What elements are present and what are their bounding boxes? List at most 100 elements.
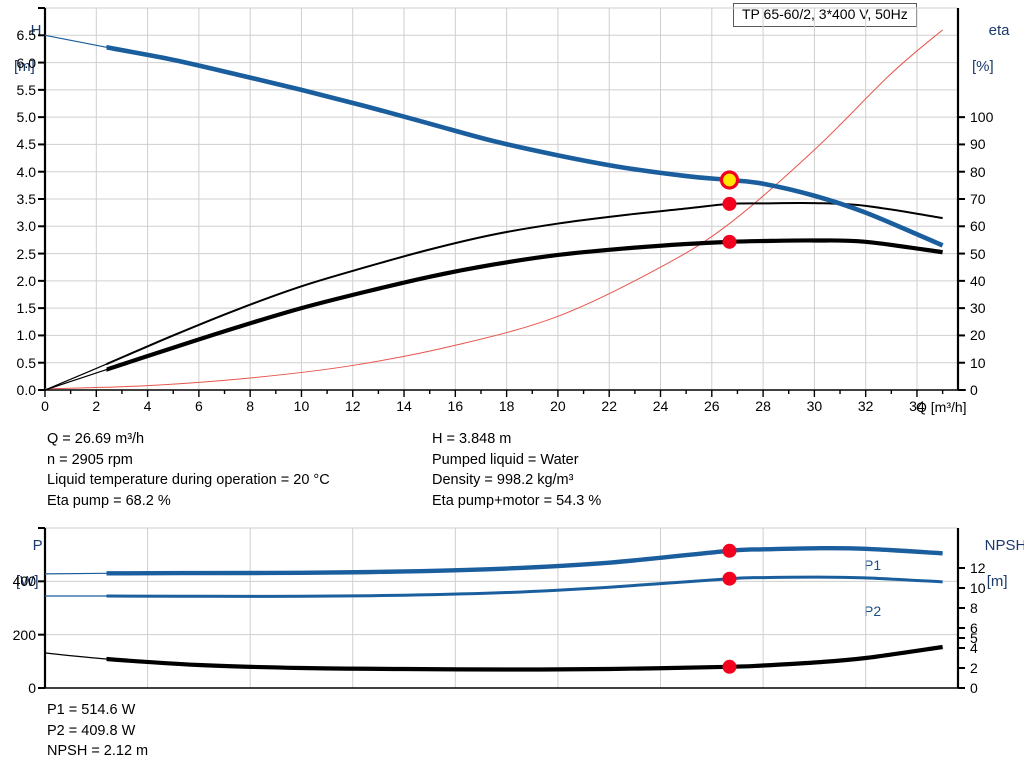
bottom-curve-thin <box>44 646 943 671</box>
top-left-axis-unit: [m] <box>14 58 35 75</box>
top-chart-plot <box>38 7 966 397</box>
top-right-tick-label: 20 <box>970 327 986 344</box>
top-left-axis-title: H [m] <box>14 4 42 112</box>
top-right-tick-label: 90 <box>970 136 986 153</box>
duty-info-right-3: Eta pump+motor = 54.3 % <box>432 492 602 509</box>
top-bottom-tick-label: 16 <box>447 398 464 414</box>
top-bottom-tick-label: 20 <box>550 398 566 414</box>
bottom-right-axis-name: NPSH <box>984 537 1024 554</box>
top-right-axis-title: eta [%] <box>972 4 1010 112</box>
duty-point-marker[interactable] <box>722 543 737 558</box>
chart-title-text: TP 65-60/2, 3*400 V, 50Hz <box>742 6 908 22</box>
bottom-right-tick-label: 5 <box>970 630 978 646</box>
top-bottom-tick-label: 24 <box>652 398 669 414</box>
top-left-tick-label: 4.5 <box>16 136 36 153</box>
top-left-tick-label: 3.0 <box>16 218 36 235</box>
top-left-tick-label: 5.0 <box>16 109 36 126</box>
top-curve <box>44 29 943 390</box>
duty-info-right-1: Pumped liquid = Water <box>432 451 579 468</box>
top-bottom-tick-label: 0 <box>41 398 49 414</box>
top-curves <box>44 29 944 391</box>
duty-point-marker[interactable] <box>722 659 737 674</box>
top-bottom-tick-label: 2 <box>92 398 101 414</box>
bottom-left-axis-name: P <box>32 537 43 554</box>
duty-info-right-2: Density = 998.2 kg/m³ <box>432 472 574 488</box>
duty-info-right: H = 3.848 m Pumped liquid = Water Densit… <box>432 429 601 511</box>
duty-point-marker[interactable] <box>722 234 737 249</box>
top-left-tick-label: 6.5 <box>16 27 36 44</box>
top-bottom-tick-label: 22 <box>601 398 617 414</box>
top-left-tick-label: 2.5 <box>16 245 36 262</box>
bottom-curve-thick <box>106 575 943 598</box>
duty-info-right-0: H = 3.848 m <box>432 431 512 447</box>
x-axis-label: Q [m³/h] <box>916 399 967 415</box>
top-left-tick-label: 5.5 <box>16 81 36 98</box>
bottom-right-tick-label: 12 <box>970 560 986 576</box>
top-curve-thick <box>106 44 944 248</box>
top-left-tick-label: 6.0 <box>16 54 36 71</box>
duty-info-left-2: Liquid temperature during operation = 20… <box>47 472 330 488</box>
bottom-right-axis-unit: [m] <box>986 573 1008 590</box>
bottom-duty-markers <box>722 543 737 674</box>
bottom-left-tick-label: 0 <box>28 680 36 696</box>
top-right-tick-label: 0 <box>970 382 978 398</box>
top-right-tick-label: 10 <box>970 354 986 371</box>
bottom-right-tick-label: 4 <box>970 640 978 656</box>
top-left-tick-label: 0.5 <box>16 354 36 371</box>
top-bottom-tick-label: 32 <box>857 398 874 414</box>
top-bottom-tick-label: 10 <box>293 398 310 414</box>
top-right-axis-unit: [%] <box>972 58 994 75</box>
top-bottom-tick-label: 30 <box>806 398 823 414</box>
top-left-tick-label: 4.0 <box>16 163 36 180</box>
top-bottom-tick-label: 4 <box>143 398 152 414</box>
top-duty-markers <box>719 170 740 249</box>
top-right-tick-label: 60 <box>970 218 986 235</box>
bottom-left-tick-label: 400 <box>12 573 36 590</box>
bottom-curve-thick <box>106 644 943 672</box>
duty-info-left-0: Q = 26.69 m³/h <box>47 431 145 447</box>
top-right-axis-name: eta <box>988 22 1010 39</box>
top-right-tick-label: 30 <box>970 300 986 317</box>
duty-info-bottom-1: P2 = 409.8 W <box>47 722 136 739</box>
duty-point-marker[interactable] <box>722 571 737 586</box>
top-right-tick-label: 40 <box>970 272 986 289</box>
bottom-curves <box>44 545 943 672</box>
duty-info-bottom-2: NPSH = 2.12 m <box>47 743 149 759</box>
top-right-tick-label: 100 <box>970 109 994 126</box>
bottom-right-axis-title: NPSH [m] <box>968 519 1024 627</box>
top-bottom-tick-label: 18 <box>498 398 515 414</box>
top-curve-thick <box>106 238 943 372</box>
duty-info-bottom-0: P1 = 514.6 W <box>47 702 136 718</box>
top-left-tick-label: 1.0 <box>16 327 36 344</box>
top-bottom-tick-label: 14 <box>396 398 412 414</box>
curve-label-p2: P2 <box>864 603 882 619</box>
top-left-tick-label: 0.0 <box>16 382 36 398</box>
duty-info-left-3: Eta pump = 68.2 % <box>47 492 171 509</box>
bottom-right-tick-label: 8 <box>970 600 978 616</box>
duty-point-marker[interactable] <box>722 196 737 211</box>
top-bottom-tick-label: 34 <box>909 398 925 414</box>
top-right-tick-label: 70 <box>970 191 986 207</box>
top-right-tick-label: 80 <box>970 163 986 180</box>
bottom-right-tick-label: 2 <box>970 660 978 676</box>
curve-label-p1: P1 <box>864 557 882 573</box>
bottom-right-tick-label: 0 <box>970 680 978 696</box>
top-bottom-tick-label: 6 <box>194 398 203 414</box>
bottom-left-axis-unit: [W] <box>16 573 39 590</box>
top-right-tick-label: 50 <box>970 245 986 262</box>
duty-info-left: Q = 26.69 m³/h n = 2905 rpm Liquid tempe… <box>47 429 330 511</box>
bottom-left-tick-label: 200 <box>12 626 36 643</box>
duty-point-marker[interactable] <box>719 170 740 190</box>
top-bottom-tick-label: 12 <box>344 398 361 414</box>
top-curve-thick <box>106 201 943 366</box>
bottom-right-tick-label: 6 <box>970 620 978 636</box>
bottom-left-axis-title: P [W] <box>16 519 43 627</box>
duty-info-left-1: n = 2905 rpm <box>47 451 133 468</box>
bottom-right-tick-label: 10 <box>970 580 986 596</box>
top-bottom-tick-label: 28 <box>755 398 771 414</box>
duty-info-bottom: P1 = 514.6 W P2 = 409.8 W NPSH = 2.12 m <box>47 700 148 762</box>
top-left-tick-label: 3.5 <box>16 191 36 207</box>
top-left-axis-name: H <box>30 22 42 39</box>
top-bottom-tick-label: 26 <box>704 398 720 414</box>
